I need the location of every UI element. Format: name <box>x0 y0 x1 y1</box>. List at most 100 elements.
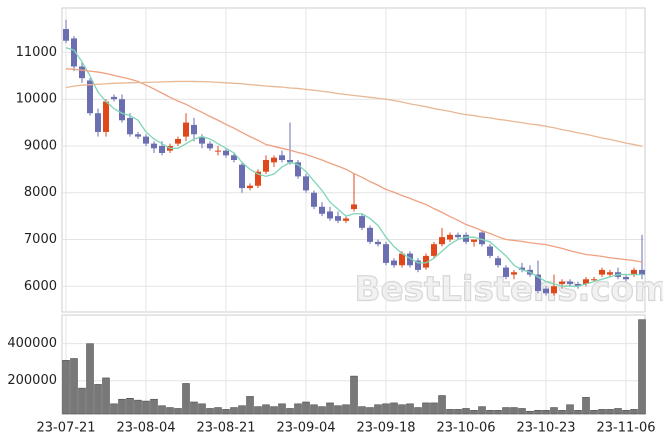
volume-bar <box>86 343 94 415</box>
volume-bar <box>310 404 318 415</box>
candle-body <box>279 155 285 160</box>
y-tick-label: 11000 <box>16 45 57 60</box>
candle-body <box>263 160 269 172</box>
volume-bar <box>326 402 334 415</box>
candle-body <box>327 211 333 219</box>
candle-body <box>191 124 197 135</box>
candle-body <box>231 155 237 160</box>
volume-bar <box>614 408 622 415</box>
candle-body <box>119 99 125 121</box>
candle-body <box>495 258 501 266</box>
candle-body <box>415 260 421 270</box>
volume-bar <box>582 397 590 415</box>
volume-bar <box>286 408 294 415</box>
volume-bar <box>198 403 206 415</box>
volume-bar <box>390 402 398 415</box>
volume-bar <box>446 409 454 415</box>
candle-body <box>399 253 405 266</box>
candle-body <box>103 101 109 132</box>
volume-bar <box>414 407 422 415</box>
candle-body <box>543 288 549 294</box>
candle-body <box>519 267 525 270</box>
candle-body <box>351 204 357 210</box>
volume-bar <box>454 409 462 415</box>
volume-bar <box>214 407 222 415</box>
candle-body <box>247 185 253 189</box>
candle-body <box>271 157 277 163</box>
y-tick-label: 200000 <box>7 373 57 388</box>
candle-body <box>599 269 605 275</box>
volume-bar <box>526 410 534 415</box>
x-tick-label: 23-09-18 <box>356 421 415 436</box>
x-tick-label: 23-07-21 <box>36 421 95 436</box>
candle-body <box>151 143 157 149</box>
volume-bar <box>382 403 390 415</box>
candle-body <box>335 216 341 221</box>
x-tick-label: 23-08-04 <box>116 421 175 436</box>
candle-body <box>127 117 133 135</box>
candle-body <box>511 272 517 275</box>
y-tick-label: 9000 <box>24 138 57 153</box>
volume-bar <box>110 403 118 415</box>
candle-body <box>559 281 565 284</box>
volume-bar <box>558 410 566 415</box>
candle-body <box>183 122 189 137</box>
volume-bar <box>550 407 558 415</box>
candle-body <box>367 227 373 242</box>
candle-body <box>551 286 557 294</box>
candle-body <box>87 80 93 114</box>
y-tick-label: 10000 <box>16 92 57 107</box>
volume-bar <box>398 404 406 415</box>
candle-body <box>471 239 477 242</box>
volume-bar <box>486 410 494 415</box>
volume-bar <box>78 387 86 415</box>
volume-bar <box>598 409 606 415</box>
candle-body <box>423 255 429 268</box>
volume-bar <box>470 410 478 415</box>
volume-bar <box>70 358 78 415</box>
volume-bar <box>478 406 486 415</box>
volume-bar <box>350 375 358 415</box>
volume-bar <box>342 404 350 415</box>
candle-body <box>535 274 541 291</box>
candle-body <box>407 253 413 266</box>
candle-body <box>391 260 397 266</box>
candle-body <box>71 38 77 67</box>
candle-body <box>239 164 245 189</box>
candle-body <box>175 138 181 144</box>
x-tick-label: 23-09-04 <box>276 421 335 436</box>
candle-body <box>431 244 437 256</box>
moving-average-line <box>65 80 643 148</box>
volume-bar <box>126 398 134 415</box>
plot-background <box>61 7 646 313</box>
volume-bar <box>302 401 310 415</box>
volume-bar <box>430 402 438 415</box>
candle-body <box>383 244 389 263</box>
volume-bar <box>134 399 142 415</box>
volume-bar <box>438 395 446 415</box>
candle-body <box>343 218 349 221</box>
volume-bar <box>94 384 102 415</box>
candle-body <box>295 162 301 177</box>
candle-body <box>255 171 261 186</box>
volume-bar <box>118 398 126 415</box>
volume-bar <box>262 404 270 415</box>
candle-body <box>95 113 101 132</box>
volume-bar <box>278 403 286 415</box>
volume-bar <box>590 410 598 415</box>
volume-bar <box>630 409 638 415</box>
volume-bar <box>246 396 254 415</box>
volume-bar <box>366 407 374 415</box>
candle-body <box>199 136 205 144</box>
candle-body <box>287 160 293 163</box>
candle-body <box>447 234 453 240</box>
candle-body <box>575 283 581 287</box>
candle-body <box>623 276 629 280</box>
volume-bar <box>222 409 230 415</box>
volume-bar <box>638 319 646 415</box>
volume-bar <box>166 407 174 415</box>
candle-body <box>143 136 149 144</box>
candle-body <box>207 143 213 149</box>
volume-bar <box>622 410 630 415</box>
